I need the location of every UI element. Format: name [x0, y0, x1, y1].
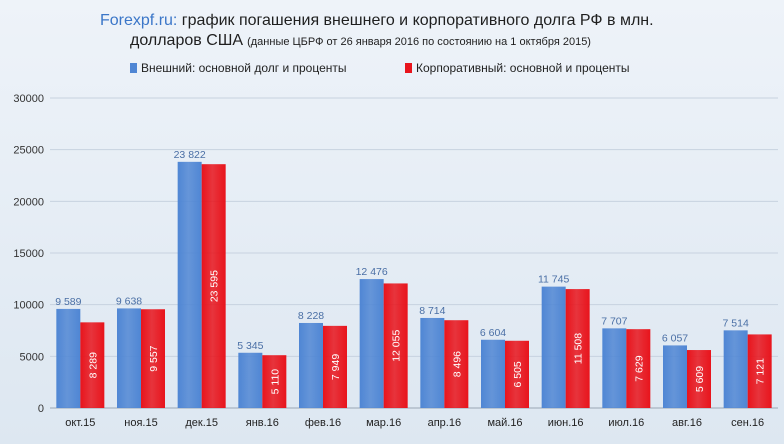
external-data-label: 9 589: [55, 296, 81, 308]
external-debt-bar: [602, 328, 627, 408]
external-data-label: 6 057: [662, 332, 688, 344]
corporate-debt-bar: [687, 350, 711, 408]
external-debt-bar: [541, 286, 566, 408]
chart-subtitle: (данные ЦБРФ от 26 января 2016 по состоя…: [247, 36, 591, 48]
external-data-label: 8 228: [298, 310, 324, 322]
x-tick-label: мар.16: [366, 417, 401, 429]
legend-swatch: [130, 63, 137, 73]
chart-title-line1: Forexpf.ru: график погашения внешнего и …: [100, 12, 654, 29]
y-tick-label: 25000: [13, 145, 44, 157]
corporate-data-label: 12 055: [391, 330, 403, 362]
external-data-label: 8 714: [419, 305, 445, 317]
corporate-debt-bar: [80, 322, 105, 408]
external-debt-bar: [420, 317, 445, 408]
x-tick-label: янв.16: [246, 417, 279, 429]
corporate-data-label: 5 609: [694, 366, 706, 392]
external-debt-bar: [117, 308, 141, 408]
external-debt-bar: [299, 322, 323, 408]
external-debt-bar: [663, 345, 687, 408]
x-tick-label: июл.16: [608, 417, 644, 429]
x-tick-label: сен.16: [731, 417, 764, 429]
external-debt-bar: [481, 339, 505, 408]
corporate-debt-bar: [747, 334, 772, 408]
chart-grid: [50, 97, 778, 409]
y-tick-label: 15000: [13, 248, 44, 260]
corporate-data-label: 23 595: [209, 270, 221, 302]
corporate-data-label: 7 629: [633, 355, 645, 381]
external-data-label: 11 745: [538, 274, 569, 286]
corporate-debt-bar: [141, 309, 165, 408]
chart-title-text: график погашения внешнего и корпоративно…: [177, 12, 653, 29]
chart-title-line2: долларов США (данные ЦБРФ от 26 января 20…: [130, 32, 591, 49]
y-tick-label: 10000: [13, 300, 44, 312]
corporate-data-label: 7 949: [330, 354, 342, 380]
chart-legend: Внешний: основной долг и проценты Корпора…: [130, 61, 630, 75]
x-tick-label: апр.16: [428, 417, 461, 429]
x-tick-label: ноя.15: [124, 417, 157, 429]
x-axis: окт.15 ноя.15 дек.15 янв.16 фев.16 мар.16 апр.…: [65, 417, 764, 429]
corporate-data-label: 9 557: [148, 345, 160, 371]
corporate-debt-bar: [565, 289, 590, 408]
corporate-data-label: 11 508: [573, 333, 585, 364]
chart-data-labels: 9 589 8 289 9 638 9 557 23 822 23 595 5 345 5 1…: [55, 149, 766, 395]
y-tick-label: 0: [38, 403, 44, 415]
legend-label: Корпоративный: основной и проценты: [416, 61, 630, 75]
y-tick-label: 5000: [20, 351, 44, 363]
external-data-label: 7 514: [723, 317, 749, 329]
x-tick-label: июн.16: [548, 417, 584, 429]
corporate-debt-bar: [323, 325, 347, 408]
corporate-data-label: 7 121: [755, 358, 767, 384]
corporate-data-label: 8 496: [451, 351, 463, 377]
x-tick-label: май.16: [487, 417, 522, 429]
chart-title-text-2: долларов США: [130, 32, 243, 49]
corporate-debt-bar: [626, 329, 651, 408]
corporate-data-label: 5 110: [269, 369, 281, 395]
y-axis: 0 5000 10000 15000 20000 25000 30000: [13, 93, 44, 415]
corporate-debt-bar: [505, 340, 529, 408]
corporate-data-label: 6 505: [512, 361, 524, 387]
external-debt-bar: [56, 308, 81, 408]
chart-title-brand: Forexpf.ru:: [100, 12, 177, 29]
corporate-data-label: 8 289: [87, 352, 99, 378]
corporate-debt-bar: [262, 355, 287, 408]
external-data-label: 12 476: [356, 266, 388, 278]
external-debt-bar: [359, 279, 384, 408]
x-tick-label: фев.16: [305, 417, 341, 429]
x-tick-label: авг.16: [672, 417, 702, 429]
legend-label: Внешний: основной долг и проценты: [141, 61, 347, 75]
external-debt-bar: [238, 352, 263, 408]
external-debt-bar: [177, 161, 202, 408]
corporate-debt-bar: [444, 320, 469, 408]
corporate-debt-bar: [201, 164, 226, 408]
y-tick-label: 30000: [13, 93, 44, 105]
x-tick-label: окт.15: [65, 417, 95, 429]
x-tick-label: дек.15: [185, 417, 218, 429]
external-data-label: 6 604: [480, 327, 506, 339]
y-tick-label: 20000: [13, 196, 44, 208]
external-debt-bar: [723, 330, 748, 408]
chart-bars: [56, 161, 772, 408]
corporate-debt-bar: [383, 283, 408, 408]
external-data-label: 23 822: [174, 149, 206, 161]
external-data-label: 5 345: [237, 340, 263, 352]
external-data-label: 9 638: [116, 295, 142, 307]
legend-swatch: [405, 63, 412, 73]
external-data-label: 7 707: [601, 315, 627, 327]
